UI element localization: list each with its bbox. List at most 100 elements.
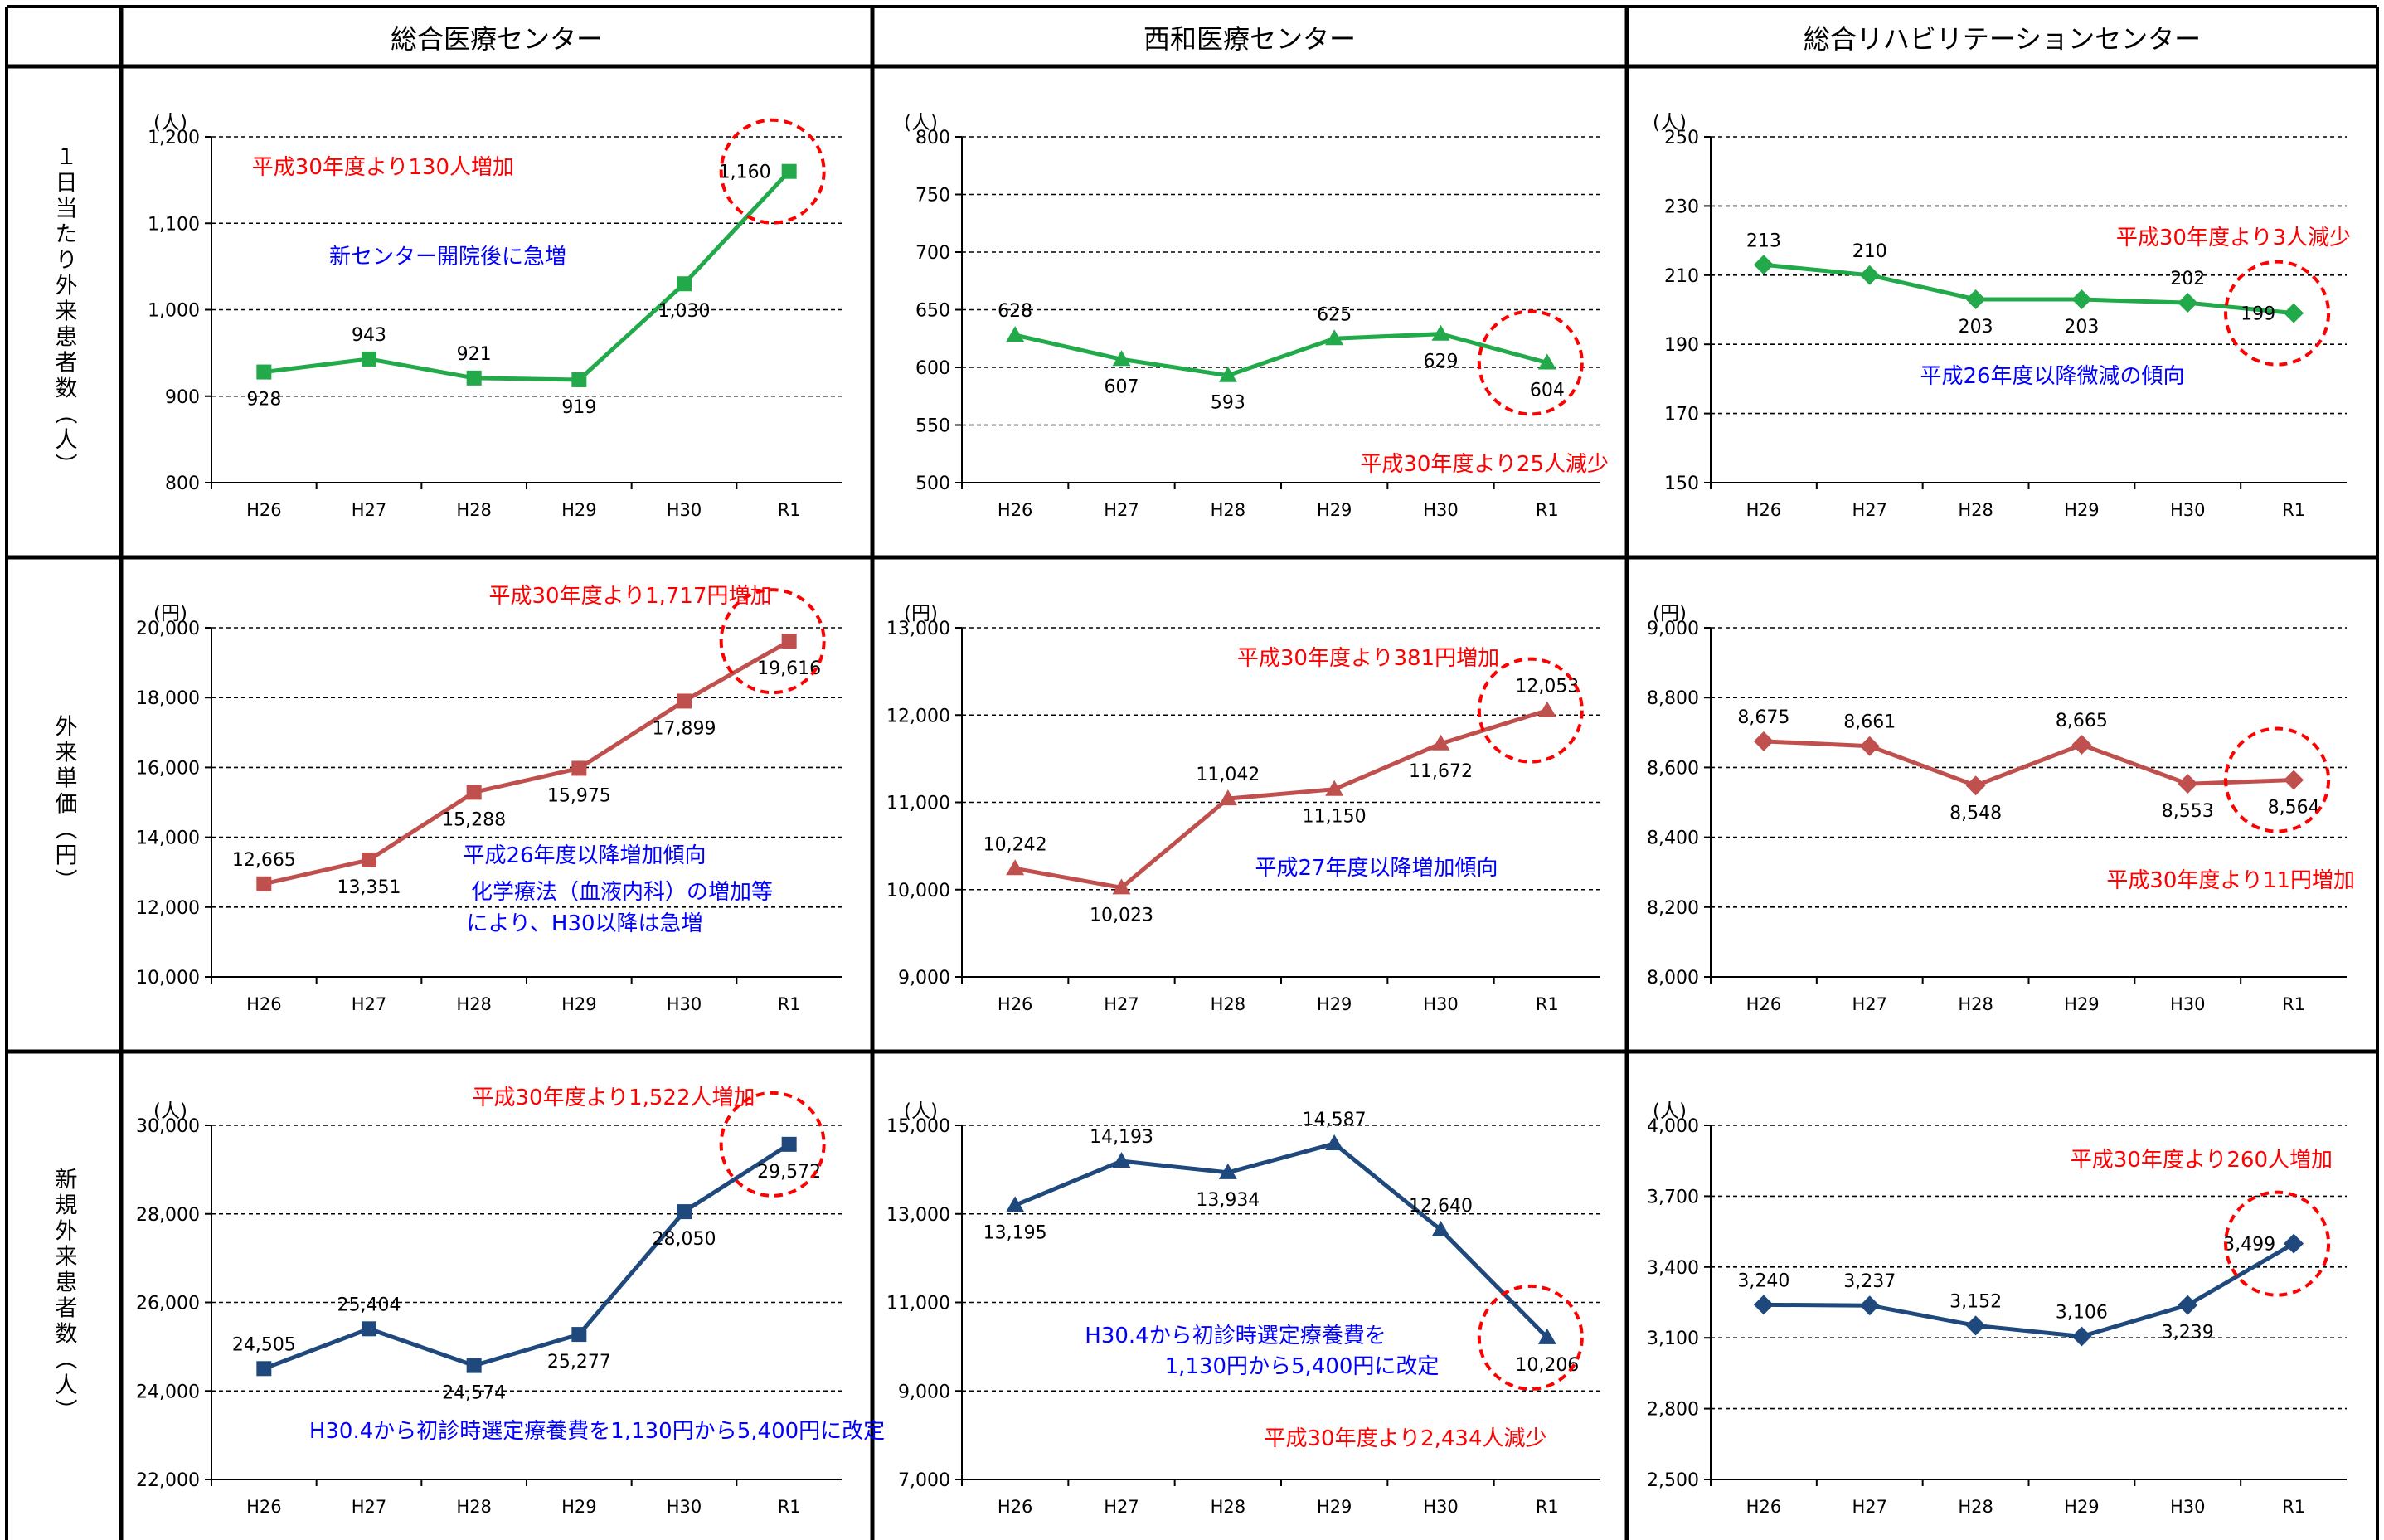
data-label: 10,206 [1515, 1355, 1579, 1376]
x-tick-label: H28 [456, 994, 492, 1014]
data-point [1859, 736, 1880, 756]
y-tick-label: 650 [915, 301, 950, 322]
highlight-circle [2224, 726, 2331, 833]
y-tick-label: 700 [915, 243, 950, 264]
data-label: 8,661 [1843, 712, 1896, 733]
data-label: 14,587 [1303, 1110, 1367, 1130]
y-tick-label: 30,000 [136, 1116, 200, 1137]
data-point [677, 276, 692, 292]
data-point [1965, 289, 1986, 309]
y-tick-label: 9,000 [1647, 619, 1699, 639]
annotation-text: 1,130円から5,400円に改定 [1165, 1354, 1440, 1379]
y-tick-label: 16,000 [136, 758, 200, 779]
y-tick-label: 9,000 [898, 968, 950, 989]
data-point [1218, 366, 1237, 382]
line-chart: 2,500 2,800 3,100 3,400 3,700 4,000(人) H26 H27 H… [1647, 1100, 2347, 1517]
annotation-text: 平成26年度以降増加傾向 [463, 843, 706, 868]
y-tick-label: 3,100 [1647, 1329, 1699, 1349]
data-label: 10,242 [983, 834, 1047, 855]
y-unit-label: (人) [1653, 112, 1687, 134]
line-chart: 800 900 1,000 1,100 1,200(人) H26 H27 H28 H29 H30 R… [148, 112, 842, 520]
row-label: １日当たり外来患者数（人） [51, 145, 78, 479]
x-tick-label: H26 [1746, 994, 1782, 1014]
x-tick-label: H27 [1104, 994, 1139, 1014]
data-label: 8,564 [2268, 798, 2320, 819]
x-tick-label: R1 [778, 994, 801, 1014]
x-tick-label: H28 [1211, 994, 1246, 1014]
x-tick-label: H29 [561, 1497, 597, 1517]
annotation-text: 平成30年度より260人増加 [2071, 1148, 2333, 1173]
x-tick-label: H28 [456, 500, 492, 520]
data-point [571, 1327, 587, 1343]
data-point [2178, 774, 2198, 794]
x-tick-label: H30 [2170, 994, 2206, 1014]
data-label: 15,975 [547, 785, 611, 806]
x-tick-label: H27 [1852, 500, 1887, 520]
data-point [1537, 1328, 1556, 1344]
x-tick-label: R1 [2282, 1497, 2305, 1517]
y-tick-label: 10,000 [886, 881, 950, 901]
highlight-circle [1477, 309, 1584, 416]
y-tick-label: 1,100 [148, 214, 200, 235]
data-point [1537, 701, 1556, 717]
y-tick-label: 10,000 [136, 968, 200, 989]
x-tick-label: H28 [456, 1497, 492, 1517]
y-tick-label: 800 [915, 128, 950, 148]
data-point [1112, 878, 1131, 895]
highlight-circle [1477, 1284, 1584, 1391]
y-tick-label: 150 [1664, 474, 1699, 494]
data-label: 12,665 [232, 850, 296, 871]
data-point [2178, 293, 2198, 313]
data-point [2284, 770, 2304, 790]
highlight-circle [1477, 657, 1584, 764]
annotation-text: 平成30年度より1,717円増加 [489, 584, 772, 609]
data-point [256, 364, 272, 380]
annotation-text: H30.4から初診時選定療養費を1,130円から5,400円に改定 [309, 1419, 885, 1444]
series-line [263, 639, 790, 887]
x-tick-label: H29 [1317, 500, 1352, 520]
line-chart: 8,000 8,200 8,400 8,600 8,800 9,000(円) H26 H27 H… [1647, 603, 2355, 1014]
data-point [466, 785, 482, 800]
row-labels: １日当たり外来患者数（人） 外来単価（円） 新規外来患者数（人） [51, 145, 78, 1425]
series-line [1763, 262, 2294, 316]
x-tick-label: H28 [1958, 1497, 1993, 1517]
x-tick-label: H26 [1746, 1497, 1782, 1517]
data-label: 12,053 [1515, 677, 1579, 697]
x-tick-label: H29 [2064, 994, 2100, 1014]
annotation-text: H30.4から初診時選定療養費を [1085, 1324, 1386, 1348]
data-label: 625 [1317, 304, 1352, 325]
data-point [2071, 289, 2092, 309]
data-point [1325, 329, 1344, 346]
x-tick-label: H29 [561, 994, 597, 1014]
data-label: 10,023 [1090, 905, 1153, 925]
x-tick-label: R1 [778, 1497, 801, 1517]
x-tick-label: H26 [246, 1497, 282, 1517]
data-label: 3,106 [2056, 1302, 2108, 1323]
line-chart: 22,000 24,000 26,000 28,000 30,000(人) H26 H27 H… [136, 1086, 885, 1517]
data-point [362, 1321, 376, 1337]
y-tick-label: 24,000 [136, 1382, 200, 1402]
data-point [362, 852, 376, 867]
data-point [2284, 303, 2304, 323]
highlight-circle [719, 1091, 826, 1198]
y-tick-label: 8,400 [1647, 828, 1699, 849]
x-tick-label: H26 [998, 1497, 1033, 1517]
data-label: 13,934 [1196, 1190, 1260, 1211]
data-label: 3,240 [1737, 1270, 1789, 1291]
data-label: 607 [1105, 376, 1139, 397]
data-label: 928 [246, 390, 281, 411]
y-unit-label: (人) [904, 1100, 938, 1122]
data-label: 3,239 [2162, 1323, 2214, 1343]
y-tick-label: 28,000 [136, 1205, 200, 1226]
data-point [362, 351, 376, 367]
x-tick-label: H30 [667, 1497, 702, 1517]
data-point [1859, 1295, 1880, 1316]
data-point [1753, 255, 1774, 275]
x-tick-label: H28 [1211, 1497, 1246, 1517]
annotation-text: 平成30年度より3人減少 [2116, 226, 2351, 250]
data-label: 15,288 [442, 809, 506, 830]
data-point [677, 1204, 692, 1220]
y-tick-label: 8,800 [1647, 688, 1699, 709]
